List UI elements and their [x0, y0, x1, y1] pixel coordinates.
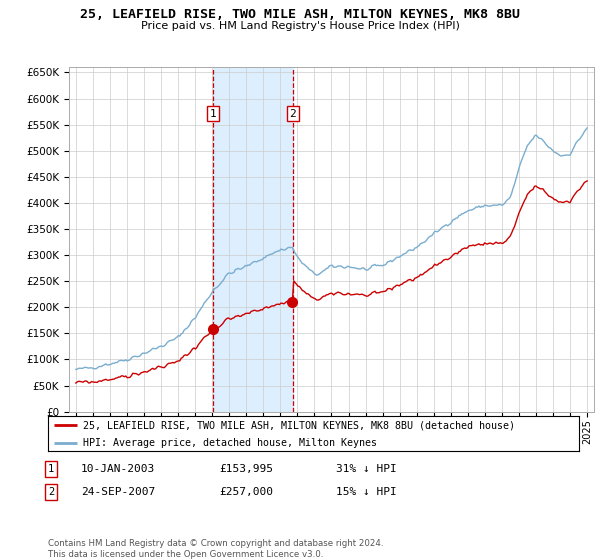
Text: HPI: Average price, detached house, Milton Keynes: HPI: Average price, detached house, Milt… — [83, 438, 377, 448]
Text: 24-SEP-2007: 24-SEP-2007 — [81, 487, 155, 497]
Text: 15% ↓ HPI: 15% ↓ HPI — [336, 487, 397, 497]
Text: 25, LEAFIELD RISE, TWO MILE ASH, MILTON KEYNES, MK8 8BU: 25, LEAFIELD RISE, TWO MILE ASH, MILTON … — [80, 8, 520, 21]
Bar — [212, 67, 293, 412]
Text: 2: 2 — [289, 109, 296, 119]
Text: 10-JAN-2003: 10-JAN-2003 — [81, 464, 155, 474]
Text: 31% ↓ HPI: 31% ↓ HPI — [336, 464, 397, 474]
Text: Contains HM Land Registry data © Crown copyright and database right 2024.
This d: Contains HM Land Registry data © Crown c… — [48, 539, 383, 559]
Text: Price paid vs. HM Land Registry's House Price Index (HPI): Price paid vs. HM Land Registry's House … — [140, 21, 460, 31]
Text: 1: 1 — [209, 109, 216, 119]
Text: £153,995: £153,995 — [219, 464, 273, 474]
Text: 1: 1 — [48, 464, 54, 474]
Text: 25, LEAFIELD RISE, TWO MILE ASH, MILTON KEYNES, MK8 8BU (detached house): 25, LEAFIELD RISE, TWO MILE ASH, MILTON … — [83, 420, 515, 430]
Text: £257,000: £257,000 — [219, 487, 273, 497]
Text: 2: 2 — [48, 487, 54, 497]
